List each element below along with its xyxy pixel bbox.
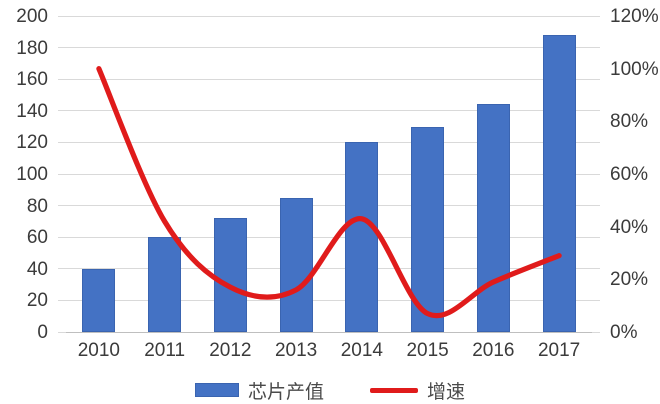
bar [411,126,445,332]
y-axis-right: 120% 100% 80% 60% 40% 20% 0% [600,0,660,342]
y-axis-right-tick-label: 100% [610,58,659,80]
growth-rate-line [96,66,562,319]
x-axis-tick-label: 2014 [340,340,384,361]
x-axis-tick-label: 2011 [144,340,186,361]
y-axis-left-tick-label: 20 [26,290,48,312]
x-axis-tick-label: 2017 [537,340,581,361]
bar [542,34,576,332]
y-axis-left-tick-label: 100 [16,164,48,185]
x-axis-tick-label: 2012 [209,340,252,361]
gridline-tick [592,110,600,112]
x-axis-tick-label: 2010 [77,340,121,361]
gridline-tick [592,236,600,238]
gridline-tick [592,15,600,17]
gridline [66,299,592,301]
gridline [66,47,592,49]
y-axis-left-tick-label: 40 [26,258,48,280]
y-axis-left-tick-label: 80 [26,195,48,217]
bar [148,237,182,332]
gridline [66,110,592,112]
line-series-growth-rate [96,66,562,319]
gridline-tick [592,299,600,301]
y-axis-left: 200 180 160 140 120 100 80 60 40 20 0 [0,0,58,342]
x-axis: 2010 2011 2012 2013 2014 2015 2016 2017 [66,340,592,370]
y-axis-left-tick-label: 120 [16,132,48,154]
gridline-tick [592,47,600,49]
bar [279,197,313,332]
gridline-tick [58,173,66,175]
legend-label-chip-output-value: 芯片产值 [247,381,324,403]
legend-label-growth-rate: 增速 [427,381,466,403]
y-axis-right-tick-label: 20% [610,269,649,291]
y-axis-right-tick-label: 60% [610,164,649,185]
y-axis-right-tick-label: 80% [610,111,649,133]
gridline-tick [58,299,66,301]
gridline-tick [58,47,66,49]
gridline [66,78,592,80]
gridline [66,15,592,17]
gridline [66,141,592,143]
bar-swatch-icon [194,383,239,397]
y-axis-left-tick-label: 180 [16,37,48,59]
y-axis-left-tick-label: 140 [16,100,48,122]
gridline-tick [592,141,600,143]
gridline-tick [592,173,600,175]
gridline [66,205,592,207]
x-axis-tick-label: 2016 [472,340,515,361]
line-swatch-icon [370,387,418,393]
gridline-tick [58,110,66,112]
chart-legend: 芯片产值 增速 [0,376,660,404]
bar [476,104,510,332]
gridline-tick [58,268,66,270]
gridline-tick [58,141,66,143]
y-axis-right-tick-label: 0% [610,322,638,343]
x-axis-tick-label: 2013 [274,340,318,361]
gridline-tick [592,78,600,80]
gridline-tick [58,331,66,333]
y-axis-left-tick-label: 160 [16,69,48,91]
gridline-tick [58,15,66,17]
gridline-tick [58,236,66,238]
legend-item-growth-rate[interactable]: 增速 [370,377,465,404]
gridline [66,236,592,238]
y-axis-left-tick-label: 0 [37,322,48,343]
bar [82,268,116,332]
legend-item-chip-output-value[interactable]: 芯片产值 [194,377,324,404]
x-axis-tick-label: 2015 [406,340,449,361]
gridline-tick [58,78,66,80]
y-axis-left-tick-label: 200 [16,6,48,27]
y-axis-right-tick-label: 120% [610,6,659,27]
gridline-tick [592,205,600,207]
y-axis-right-tick-label: 40% [610,216,649,238]
gridline-tick [592,331,600,333]
gridline [66,331,592,333]
y-axis-left-tick-label: 60 [26,227,48,249]
gridline-tick [592,268,600,270]
gridline-tick [58,205,66,207]
gridline [66,173,592,175]
plot-area [66,15,592,333]
gridline [66,268,592,270]
